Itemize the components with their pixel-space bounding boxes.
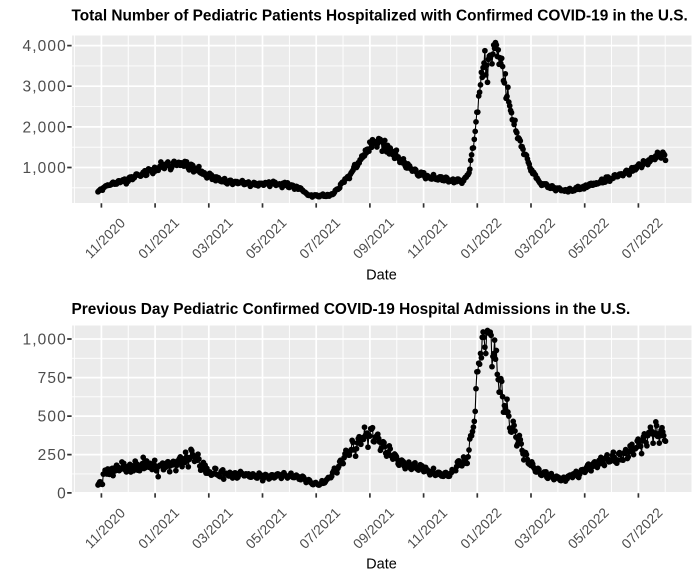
svg-text:1,000: 1,000 bbox=[23, 331, 67, 348]
svg-text:Previous Day Pediatric Confirm: Previous Day Pediatric Confirmed COVID-1… bbox=[72, 301, 631, 318]
svg-text:0: 0 bbox=[57, 485, 67, 502]
svg-text:Total Number of Pediatric Pati: Total Number of Pediatric Patients Hospi… bbox=[72, 7, 688, 24]
svg-text:2,000: 2,000 bbox=[23, 119, 67, 136]
svg-text:250: 250 bbox=[38, 447, 67, 464]
svg-text:Date: Date bbox=[366, 268, 397, 284]
svg-text:3,000: 3,000 bbox=[23, 79, 67, 96]
svg-text:Date: Date bbox=[366, 556, 397, 572]
svg-text:750: 750 bbox=[38, 370, 67, 387]
svg-text:4,000: 4,000 bbox=[23, 38, 67, 55]
svg-text:500: 500 bbox=[38, 409, 67, 426]
svg-text:1,000: 1,000 bbox=[23, 160, 67, 177]
